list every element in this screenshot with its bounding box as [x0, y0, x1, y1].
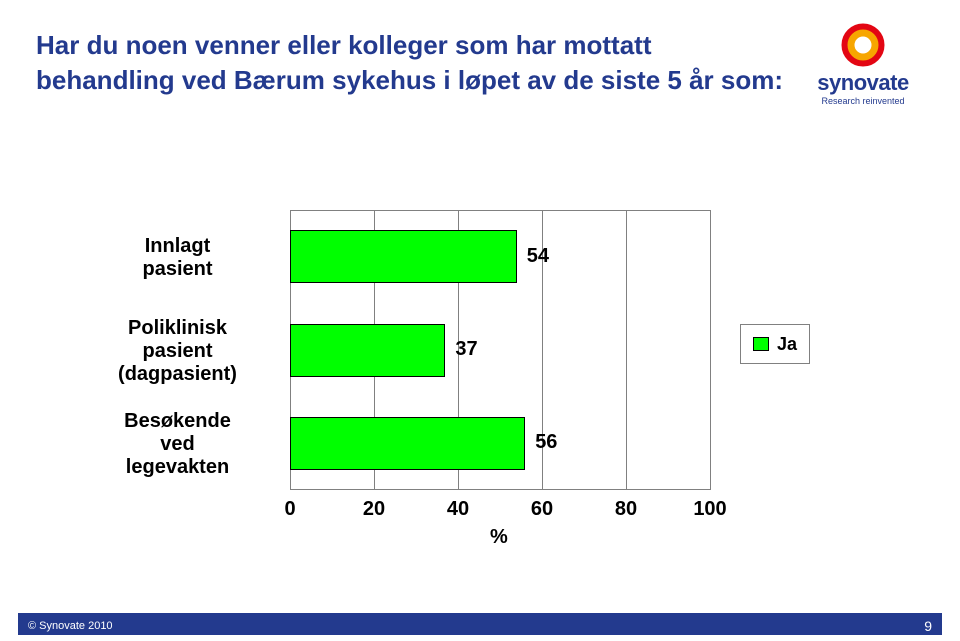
- brand-logo: synovate Research reinvented: [798, 22, 928, 106]
- category-label: Polikliniskpasient(dagpasient): [80, 317, 275, 386]
- chart-legend: Ja: [740, 324, 810, 364]
- logo-ring-inner: [851, 33, 875, 57]
- chart-gridline: [626, 210, 627, 490]
- chart-plot-area: 54 37 56: [290, 210, 710, 490]
- x-tick-label: 0: [284, 498, 295, 521]
- logo-tagline: Research reinvented: [798, 96, 928, 106]
- category-label: Besøkendevedlegevakten: [80, 410, 275, 479]
- chart-bar: [290, 324, 445, 377]
- logo-ring-icon: [840, 22, 886, 68]
- legend-swatch: [753, 337, 769, 351]
- logo-wordmark: synovate: [798, 70, 928, 96]
- slide-footer: © Synovate 2010 9: [0, 611, 960, 641]
- x-tick-label: 80: [615, 498, 637, 521]
- x-axis-title: %: [490, 526, 508, 549]
- legend-label: Ja: [777, 334, 797, 355]
- footer-page-number: 9: [924, 618, 932, 634]
- chart-bar: [290, 417, 525, 470]
- x-tick-label: 100: [693, 498, 726, 521]
- bar-value-label: 54: [527, 245, 549, 268]
- x-tick-label: 40: [447, 498, 469, 521]
- bar-chart: 543756 Ja % 020406080100InnlagtpasientPo…: [80, 200, 820, 540]
- x-tick-label: 20: [363, 498, 385, 521]
- bar-value-label: 56: [535, 431, 557, 454]
- x-tick-label: 60: [531, 498, 553, 521]
- bar-value-label: 37: [455, 338, 477, 361]
- chart-gridline: [710, 210, 711, 490]
- page-title: Har du noen venner eller kolleger som ha…: [36, 28, 796, 98]
- footer-copyright: © Synovate 2010: [28, 620, 113, 632]
- chart-bar: [290, 230, 517, 283]
- slide: Har du noen venner eller kolleger som ha…: [0, 0, 960, 641]
- category-label: Innlagtpasient: [80, 235, 275, 281]
